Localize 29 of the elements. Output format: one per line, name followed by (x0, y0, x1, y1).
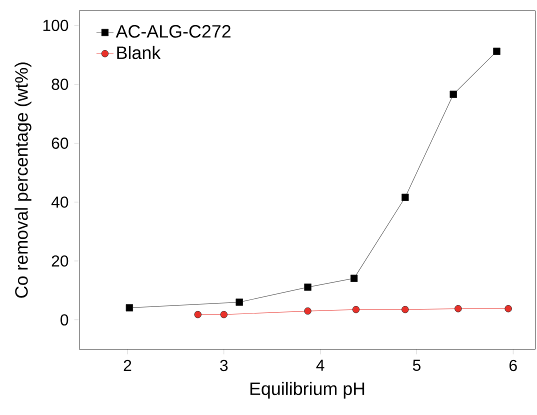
point (304, 284, 312, 291)
point (454, 305, 462, 312)
x-tick-label: 5 (412, 360, 420, 371)
point (236, 298, 243, 306)
point (220, 310, 228, 318)
point (504, 305, 512, 312)
x-tick-label: 6 (510, 360, 517, 372)
x-tick-label: 3 (220, 360, 228, 372)
point (352, 306, 360, 314)
y-tick-label: 20 (52, 255, 68, 267)
y-tick-label: 60 (52, 138, 68, 149)
point (450, 90, 458, 98)
y-tick-label: 40 (51, 196, 68, 208)
y-tick-label: 80 (52, 78, 68, 90)
point (194, 310, 202, 318)
point (126, 304, 134, 312)
point (402, 306, 409, 314)
y-axis-title: Co removal percentage (wt%) (14, 62, 32, 298)
point (402, 194, 409, 202)
legend-label: Blank (117, 46, 161, 60)
y-tick-label: 0 (60, 314, 68, 326)
x-tick-label: 2 (124, 360, 132, 371)
point (350, 274, 358, 282)
x-axis-title: Equilibrium pH (250, 382, 364, 399)
x-tick-label: 4 (316, 360, 324, 371)
point (493, 48, 500, 55)
legend-label: AC-ALG-C272 (116, 25, 230, 38)
y-tick-label: 100 (43, 20, 68, 32)
point (304, 307, 312, 315)
